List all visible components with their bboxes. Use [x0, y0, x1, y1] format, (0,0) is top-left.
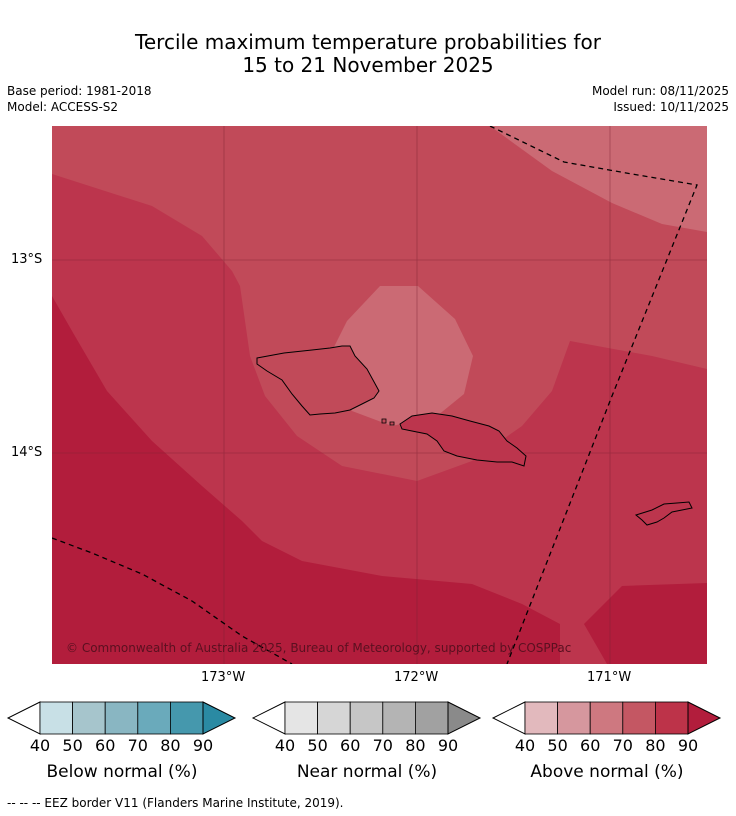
colorbar-segment [169, 701, 204, 735]
lat-label-13s: 13°S [11, 252, 43, 267]
small-island-2 [389, 421, 395, 426]
colorbar-tick-label: 60 [580, 736, 601, 755]
issued-date: Issued: 10/11/2025 [613, 100, 729, 114]
meta-left: Base period: 1981-2018 Model: ACCESS-S2 [7, 83, 152, 115]
title-line-1: Tercile maximum temperature probabilitie… [135, 30, 601, 54]
colorbar-tick-label: 40 [29, 736, 51, 755]
colorbar-above [491, 701, 722, 735]
colorbar-segment [589, 701, 624, 735]
colorbar-segment [104, 701, 139, 735]
title-line-2: 15 to 21 November 2025 [242, 53, 494, 77]
model-name: Model: ACCESS-S2 [7, 100, 119, 114]
legend-label-above: Above normal (%) [530, 762, 684, 782]
base-period: Base period: 1981-2018 [7, 84, 152, 98]
colorbar-tick-label: 40 [274, 736, 296, 755]
eez-border-northeast [489, 126, 698, 664]
colorbar-segment [317, 701, 351, 735]
region-90-west [52, 296, 560, 664]
savaii-island [256, 345, 380, 416]
colorbar-segment [557, 701, 591, 735]
map-title: Tercile maximum temperature probabilitie… [0, 31, 736, 77]
tutuila-island [634, 501, 693, 526]
colorbar-tick-label: 50 [307, 736, 328, 755]
colorbar-segment [39, 701, 73, 735]
colorbar-tick-label: 80 [160, 736, 181, 755]
colorbar-tick-label: 70 [612, 736, 633, 755]
meta-right: Model run: 08/11/2025 Issued: 10/11/2025 [592, 83, 729, 115]
colorbar-segment [524, 701, 558, 735]
colorbar-tick-label: 80 [405, 736, 426, 755]
lon-label-171w: 171°W [587, 670, 632, 685]
lon-label-173w: 173°W [201, 670, 246, 685]
colorbar-segment [137, 701, 171, 735]
colorbar-tick-label: 50 [62, 736, 83, 755]
small-island-1 [381, 418, 387, 424]
legend-label-near: Near normal (%) [296, 762, 438, 782]
colorbar-tick-label: 40 [514, 736, 536, 755]
colorbar-segment [349, 701, 384, 735]
colorbar-segment [654, 701, 689, 735]
colorbar-tick-label: 90 [192, 736, 214, 755]
colorbar-tick-label: 60 [340, 736, 361, 755]
eez-footnote: -- -- -- EEZ border V11 (Flanders Marine… [7, 796, 344, 810]
colorbar-tick-label: 50 [547, 736, 568, 755]
colorbar-tick-label: 90 [437, 736, 459, 755]
colorbar-tick-label: 90 [677, 736, 699, 755]
colorbar-segment [284, 701, 318, 735]
colorbar-segment [414, 701, 449, 735]
colorbar-segment [72, 701, 106, 735]
colorbar-tick-label: 60 [95, 736, 116, 755]
colorbar-segment [622, 701, 656, 735]
lat-label-14s: 14°S [11, 445, 43, 460]
region-90-southeast [584, 583, 707, 664]
copyright-notice: © Commonwealth of Australia 2025, Bureau… [66, 641, 572, 655]
colorbar-tick-label: 80 [645, 736, 666, 755]
colorbar-segment [382, 701, 416, 735]
colorbar-below [6, 701, 237, 735]
region-60-northeast [490, 126, 707, 232]
legend-label-below: Below normal (%) [46, 762, 198, 782]
upolu-island [399, 412, 527, 467]
colorbar-near [251, 701, 482, 735]
lon-label-172w: 172°W [394, 670, 439, 685]
model-run: Model run: 08/11/2025 [591, 84, 729, 98]
colorbar-tick-label: 70 [372, 736, 393, 755]
probability-map [52, 126, 707, 664]
graticule [52, 126, 707, 664]
colorbar-tick-label: 70 [127, 736, 148, 755]
